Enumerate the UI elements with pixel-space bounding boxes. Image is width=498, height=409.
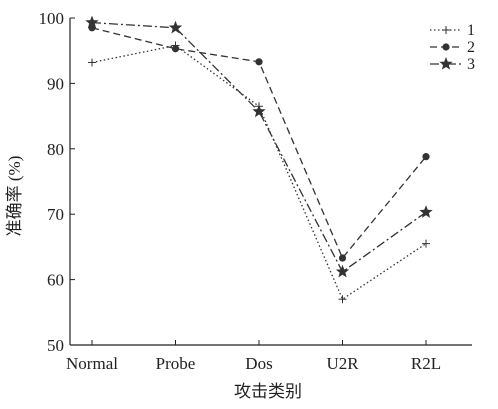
x-tick-label: Probe — [156, 354, 196, 373]
series-1 — [88, 41, 430, 304]
x-tick-label: U2R — [326, 354, 359, 373]
data-point — [338, 295, 347, 304]
x-tick-label: Normal — [66, 354, 118, 373]
x-axis-label: 攻击类别 — [234, 382, 302, 401]
legend-marker — [439, 57, 453, 70]
series-line — [91, 44, 427, 301]
data-point — [85, 15, 99, 29]
legend-item: 3 — [430, 56, 475, 73]
series-2 — [88, 24, 430, 262]
y-tick-label: 90 — [47, 74, 64, 93]
y-tick-label: 60 — [47, 271, 64, 290]
data-point — [171, 45, 180, 53]
legend-label: 3 — [467, 56, 475, 73]
legend-marker — [442, 43, 450, 51]
y-tick-label: 80 — [47, 140, 64, 159]
data-point — [422, 239, 430, 248]
legend-label: 1 — [467, 22, 475, 39]
data-point — [419, 205, 433, 218]
legend: 123 — [430, 22, 475, 73]
data-point — [422, 153, 430, 161]
series-layer — [85, 15, 433, 304]
x-tick-label: Dos — [245, 354, 272, 373]
y-axis-label: 准确率 (%) — [5, 156, 24, 237]
data-point — [338, 254, 347, 262]
data-point — [168, 20, 183, 34]
data-point — [252, 104, 266, 118]
legend-item: 1 — [430, 22, 475, 39]
series-line — [91, 21, 427, 273]
legend-label: 2 — [467, 39, 475, 56]
data-point — [335, 264, 350, 278]
x-tick-label: R2L — [411, 354, 441, 373]
y-tick-label: 50 — [47, 336, 64, 355]
data-point — [255, 58, 263, 66]
y-tick-label: 70 — [47, 205, 64, 224]
y-tick-label: 100 — [39, 9, 65, 28]
legend-item: 2 — [430, 39, 475, 56]
legend-marker — [442, 26, 450, 34]
series-3 — [85, 15, 433, 278]
axes: 50 60 70 80 90 100 Normal Probe Dos U2R R2L — [39, 9, 472, 373]
data-point — [88, 58, 96, 67]
